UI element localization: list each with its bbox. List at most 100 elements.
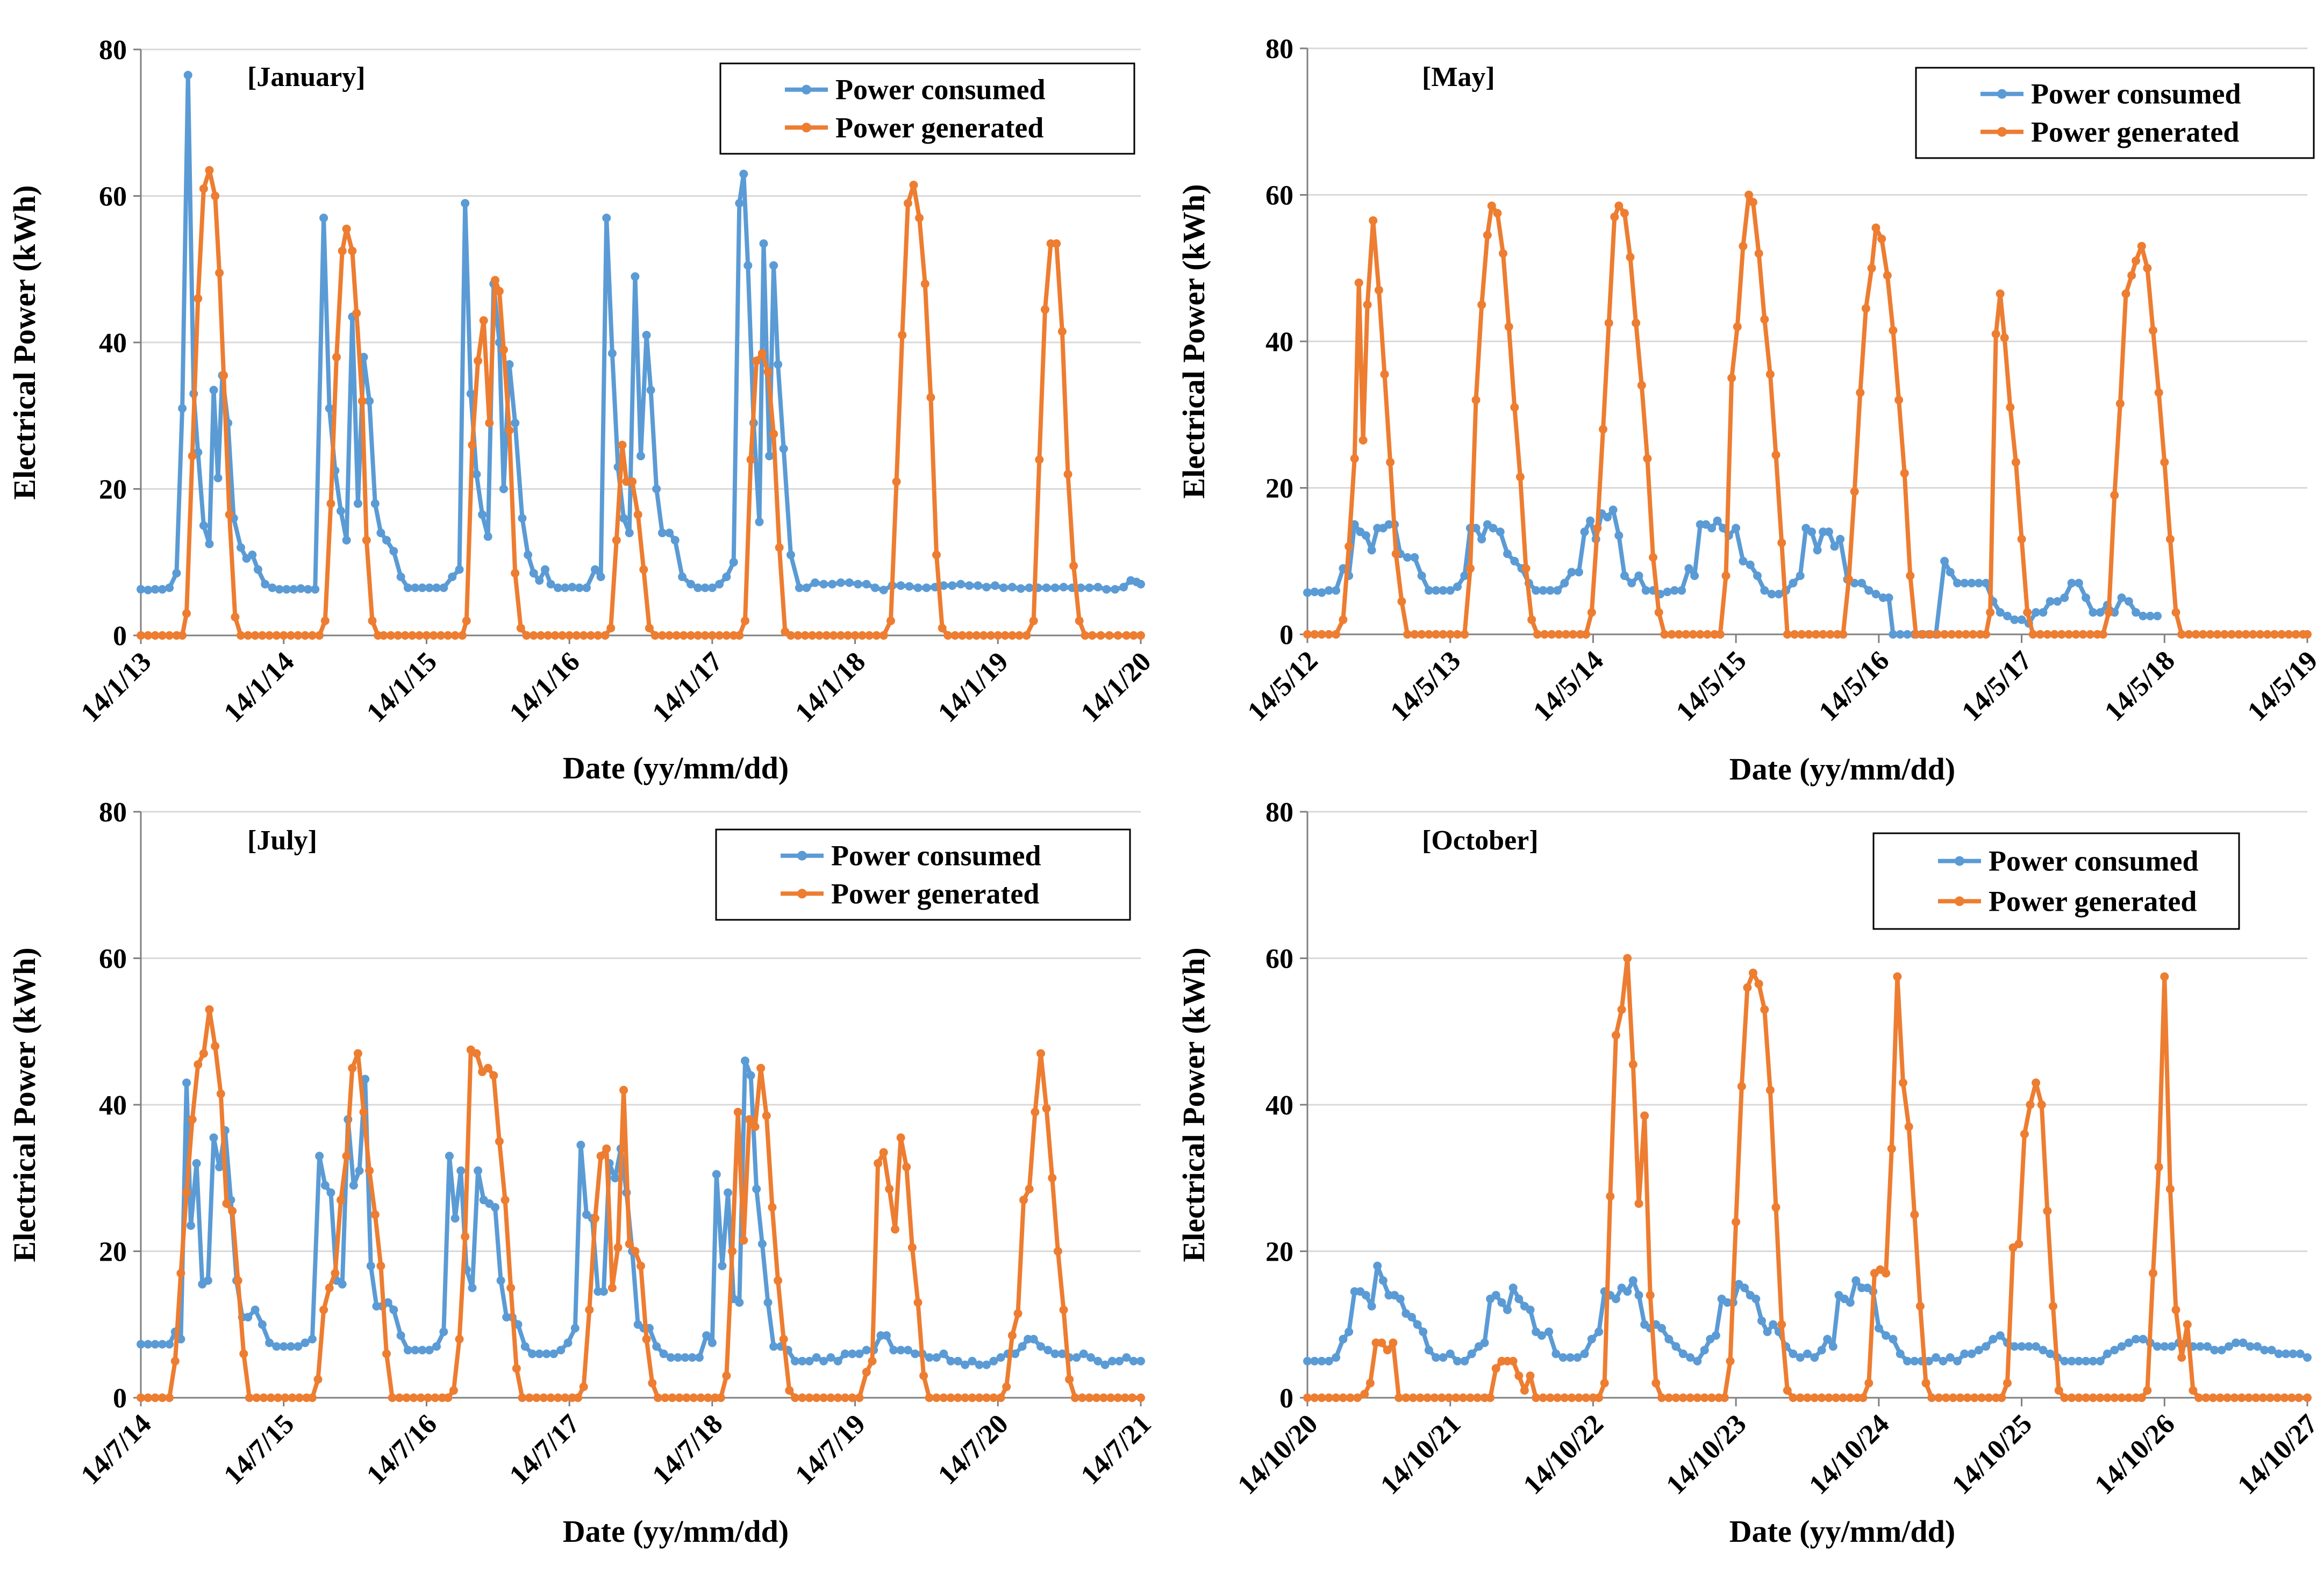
data-point-generated xyxy=(1092,1393,1101,1402)
data-point-consumed xyxy=(805,1356,814,1365)
data-point-generated xyxy=(1129,631,1138,640)
data-point-consumed xyxy=(1690,571,1699,580)
data-point-generated xyxy=(449,1386,458,1395)
data-point-consumed xyxy=(1693,1356,1702,1365)
x-tick-label: 14/1/13 xyxy=(75,646,158,728)
data-point-consumed xyxy=(882,1331,891,1340)
data-point-consumed xyxy=(657,528,667,538)
data-point-generated xyxy=(216,1089,225,1098)
data-point-generated xyxy=(619,1085,628,1095)
legend-marker-generated xyxy=(797,889,807,899)
data-point-generated xyxy=(1604,318,1613,327)
data-point-generated xyxy=(348,1063,357,1072)
data-point-consumed xyxy=(826,1353,835,1362)
data-point-generated xyxy=(2284,630,2293,639)
data-point-generated xyxy=(1106,1393,1115,1402)
data-point-generated xyxy=(1007,631,1017,640)
data-point-consumed xyxy=(1025,583,1034,592)
data-point-consumed xyxy=(528,1349,537,1359)
data-point-generated xyxy=(1771,1203,1780,1212)
data-point-consumed xyxy=(968,1356,977,1365)
data-point-consumed xyxy=(403,583,412,592)
data-point-generated xyxy=(505,426,514,435)
data-point-generated xyxy=(233,1276,242,1285)
data-point-generated xyxy=(1397,597,1406,606)
data-point-generated xyxy=(982,1393,991,1402)
data-point-consumed xyxy=(1016,584,1025,593)
chart-title: [October] xyxy=(1422,825,1539,856)
data-point-consumed xyxy=(743,261,753,270)
data-point-generated xyxy=(313,1375,323,1384)
data-point-consumed xyxy=(209,385,218,395)
data-point-generated xyxy=(752,356,761,366)
data-point-generated xyxy=(1749,968,1757,977)
data-point-generated xyxy=(1667,630,1676,639)
data-point-generated xyxy=(2050,630,2059,639)
data-point-generated xyxy=(182,609,191,618)
data-point-generated xyxy=(874,1159,883,1168)
data-point-consumed xyxy=(757,1239,767,1248)
data-point-consumed xyxy=(279,1342,288,1351)
data-point-generated xyxy=(1887,1144,1896,1153)
data-point-generated xyxy=(338,246,347,255)
data-point-consumed xyxy=(520,1342,530,1351)
data-point-consumed xyxy=(203,1276,212,1285)
y-tick-label: 60 xyxy=(99,944,127,975)
data-point-generated xyxy=(499,345,508,354)
data-point-generated xyxy=(294,631,303,640)
data-point-generated xyxy=(2171,608,2180,617)
data-point-consumed xyxy=(812,1353,821,1362)
data-point-generated xyxy=(532,1393,541,1402)
data-point-generated xyxy=(1389,1338,1398,1347)
data-point-generated xyxy=(1031,1107,1040,1117)
data-point-consumed xyxy=(715,580,724,589)
data-point-generated xyxy=(2189,1386,2198,1395)
data-point-consumed xyxy=(741,1056,749,1066)
data-point-generated xyxy=(1796,1393,1805,1402)
data-point-generated xyxy=(1689,630,1698,639)
data-point-generated xyxy=(868,1356,877,1365)
data-point-generated xyxy=(1911,630,1920,639)
data-point-consumed xyxy=(1102,585,1111,594)
data-point-consumed xyxy=(1627,578,1636,588)
x-tick-label: 14/1/19 xyxy=(932,646,1014,728)
data-point-consumed xyxy=(1828,1342,1837,1351)
data-point-consumed xyxy=(1711,1331,1720,1340)
data-point-generated xyxy=(491,276,499,285)
data-point-generated xyxy=(892,477,901,486)
data-point-generated xyxy=(1941,1393,1950,1402)
data-point-generated xyxy=(557,631,567,640)
data-point-generated xyxy=(741,616,749,625)
data-point-consumed xyxy=(1029,1335,1038,1343)
data-point-generated xyxy=(763,367,773,376)
data-point-consumed xyxy=(2046,597,2055,606)
legend-label-consumed: Power consumed xyxy=(835,74,1045,106)
data-point-consumed xyxy=(1076,583,1085,592)
series-generated xyxy=(1303,190,2312,639)
data-point-consumed xyxy=(529,569,538,578)
data-point-generated xyxy=(2191,630,2200,639)
data-point-generated xyxy=(946,1393,955,1402)
data-point-generated xyxy=(1025,1184,1034,1193)
data-point-consumed xyxy=(1857,578,1866,588)
data-point-consumed xyxy=(896,581,905,590)
data-point-generated xyxy=(1532,1393,1541,1402)
data-point-generated xyxy=(1614,201,1624,210)
data-point-generated xyxy=(407,631,417,640)
data-point-consumed xyxy=(2053,597,2062,606)
legend-box xyxy=(719,62,1135,155)
data-point-generated xyxy=(1982,630,1991,639)
data-point-generated xyxy=(182,1188,191,1197)
data-point-consumed xyxy=(474,1166,483,1175)
data-point-generated xyxy=(151,631,160,640)
data-point-generated xyxy=(1465,564,1475,573)
data-point-generated xyxy=(512,1364,521,1373)
data-point-generated xyxy=(687,631,695,640)
data-point-generated xyxy=(1365,1378,1375,1388)
data-point-consumed xyxy=(496,1276,505,1285)
data-point-generated xyxy=(722,631,731,640)
series-line-generated xyxy=(141,1007,1141,1400)
data-point-generated xyxy=(1933,630,1942,639)
data-point-consumed xyxy=(1924,1356,1933,1365)
data-point-generated xyxy=(431,1393,440,1402)
